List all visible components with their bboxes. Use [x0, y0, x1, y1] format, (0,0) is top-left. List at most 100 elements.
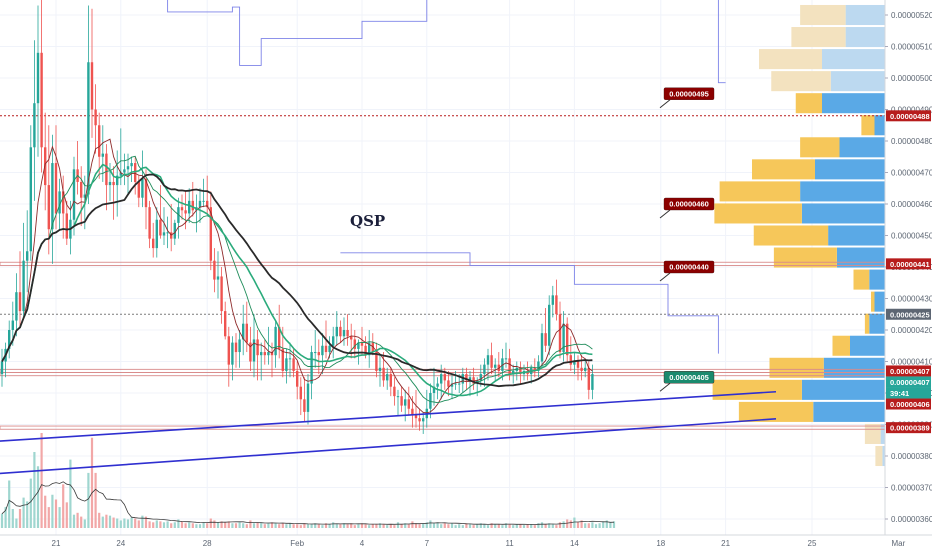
- candle-body: [36, 52, 40, 104]
- volume-bar: [598, 523, 601, 528]
- volume-bar: [180, 521, 184, 528]
- volume-bar: [353, 525, 356, 528]
- volume-bar: [612, 521, 616, 528]
- candle-body: [40, 52, 43, 148]
- volume-bar: [548, 523, 551, 528]
- volume-bar: [483, 524, 486, 528]
- candle-body: [65, 213, 68, 239]
- price-tag-label: 0.00000407: [890, 378, 930, 387]
- candle-body: [130, 163, 133, 167]
- volume-bar: [324, 523, 328, 528]
- profile-buy-bar: [853, 269, 870, 290]
- volume-bar: [148, 521, 151, 528]
- volume-bar: [522, 525, 526, 528]
- candle-body: [267, 352, 270, 356]
- candle-body: [479, 374, 482, 381]
- volume-bar: [357, 524, 360, 528]
- candle-body: [281, 348, 284, 371]
- volume-bar: [515, 524, 518, 528]
- volume-bar: [591, 522, 594, 528]
- candle-body: [270, 352, 274, 356]
- price-tag: [886, 110, 931, 122]
- candle-body: [90, 62, 94, 110]
- candle-body: [353, 339, 356, 349]
- volume-bar: [216, 522, 220, 528]
- candle-body: [116, 175, 119, 186]
- callout-box: [663, 260, 715, 274]
- candle-body: [274, 326, 277, 356]
- volume-bar: [339, 524, 342, 528]
- candle-body: [162, 232, 166, 236]
- volume-bar: [594, 524, 598, 528]
- profile-buy-bar: [871, 291, 875, 312]
- candle-body: [418, 418, 421, 422]
- volume-bar: [519, 524, 522, 528]
- time-axis[interactable]: 21 24 28 Feb 4 7 11 14 18 21 25 Mar: [0, 534, 932, 550]
- callout-label: 0.00000495: [669, 89, 709, 98]
- volume-bar: [447, 524, 450, 528]
- step-lines: [167, 0, 726, 354]
- profile-buy-bar: [738, 401, 814, 422]
- candle-body: [364, 345, 367, 356]
- time-tick-label: 25: [808, 539, 817, 548]
- candle-body: [126, 166, 130, 170]
- candle-body: [209, 207, 212, 261]
- callout-box: [663, 87, 715, 100]
- callout-label: 0.00000405: [669, 373, 709, 382]
- candle-body: [587, 367, 590, 390]
- candle-body: [573, 361, 576, 365]
- volume-bar: [490, 523, 493, 528]
- price-tag: [886, 308, 931, 320]
- price-tag-label: 0.00000389: [890, 424, 930, 433]
- price-axis[interactable]: 0.00000520 0.00000510 0.00000500 0.00000490…: [884, 0, 932, 550]
- candle-body: [141, 178, 144, 198]
- volume-bar: [62, 484, 65, 528]
- callout-pointer: [659, 272, 671, 282]
- candle-body: [242, 323, 245, 340]
- volume-bar: [144, 516, 148, 528]
- volume-bar: [501, 525, 504, 528]
- profile-sell-bar: [823, 357, 885, 378]
- volume-bar: [310, 524, 313, 528]
- price-tag: [886, 258, 931, 270]
- volume-bar: [303, 523, 306, 528]
- time-tick-label: 7: [425, 539, 430, 548]
- profile-sell-bar: [869, 269, 885, 290]
- volume-bar: [69, 459, 72, 528]
- volume-bar: [278, 524, 281, 528]
- volume-bar: [130, 517, 133, 528]
- candle-body: [569, 355, 572, 365]
- volume-bar: [36, 466, 40, 528]
- volume-bar: [11, 509, 14, 528]
- volume-bar: [512, 525, 515, 528]
- candle-body: [306, 383, 310, 412]
- candle-body: [292, 358, 295, 371]
- volume-bar: [576, 522, 580, 528]
- profile-sell-bar: [882, 445, 885, 467]
- candle-body: [533, 367, 536, 371]
- candle-body: [328, 345, 331, 353]
- volume-bar: [58, 507, 61, 528]
- candle-body: [436, 383, 439, 387]
- candle-body: [335, 326, 338, 337]
- time-tick-label: 4: [360, 539, 365, 548]
- candle-body: [447, 380, 450, 387]
- candle-body: [342, 330, 346, 337]
- step-line: [167, 0, 428, 66]
- candle-body: [234, 342, 238, 353]
- volume-bar: [195, 524, 198, 528]
- volume-bar: [263, 524, 266, 528]
- candle-body: [389, 374, 392, 387]
- candle-body: [440, 374, 443, 384]
- price-tag-label: 0.00000425: [890, 310, 930, 319]
- candle-body: [216, 276, 220, 280]
- candle-body: [540, 333, 544, 362]
- callout-label: 0.00000440: [669, 263, 709, 272]
- candle-body: [490, 355, 493, 368]
- volume-bar: [285, 524, 288, 528]
- candle-body: [26, 251, 29, 261]
- candle-body: [213, 260, 216, 280]
